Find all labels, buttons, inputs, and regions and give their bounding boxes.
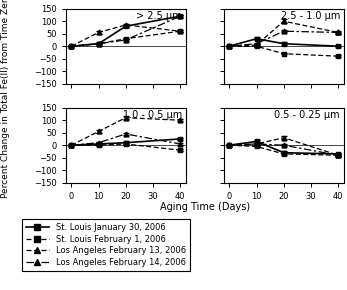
Text: 2.5 - 1.0 μm: 2.5 - 1.0 μm <box>281 11 340 21</box>
Text: 0.5 - 0.25 μm: 0.5 - 0.25 μm <box>274 110 340 120</box>
Legend: St. Louis January 30, 2006, St. Louis February 1, 2006, Los Angeles February 13,: St. Louis January 30, 2006, St. Louis Fe… <box>22 219 190 271</box>
Text: Percent Change in Total Fe(II) from Time Zero: Percent Change in Total Fe(II) from Time… <box>1 0 10 198</box>
Text: 1.0 - 0.5 μm: 1.0 - 0.5 μm <box>123 110 182 120</box>
Text: Aging Time (Days): Aging Time (Days) <box>160 202 250 211</box>
Text: > 2.5 μm: > 2.5 μm <box>136 11 182 21</box>
